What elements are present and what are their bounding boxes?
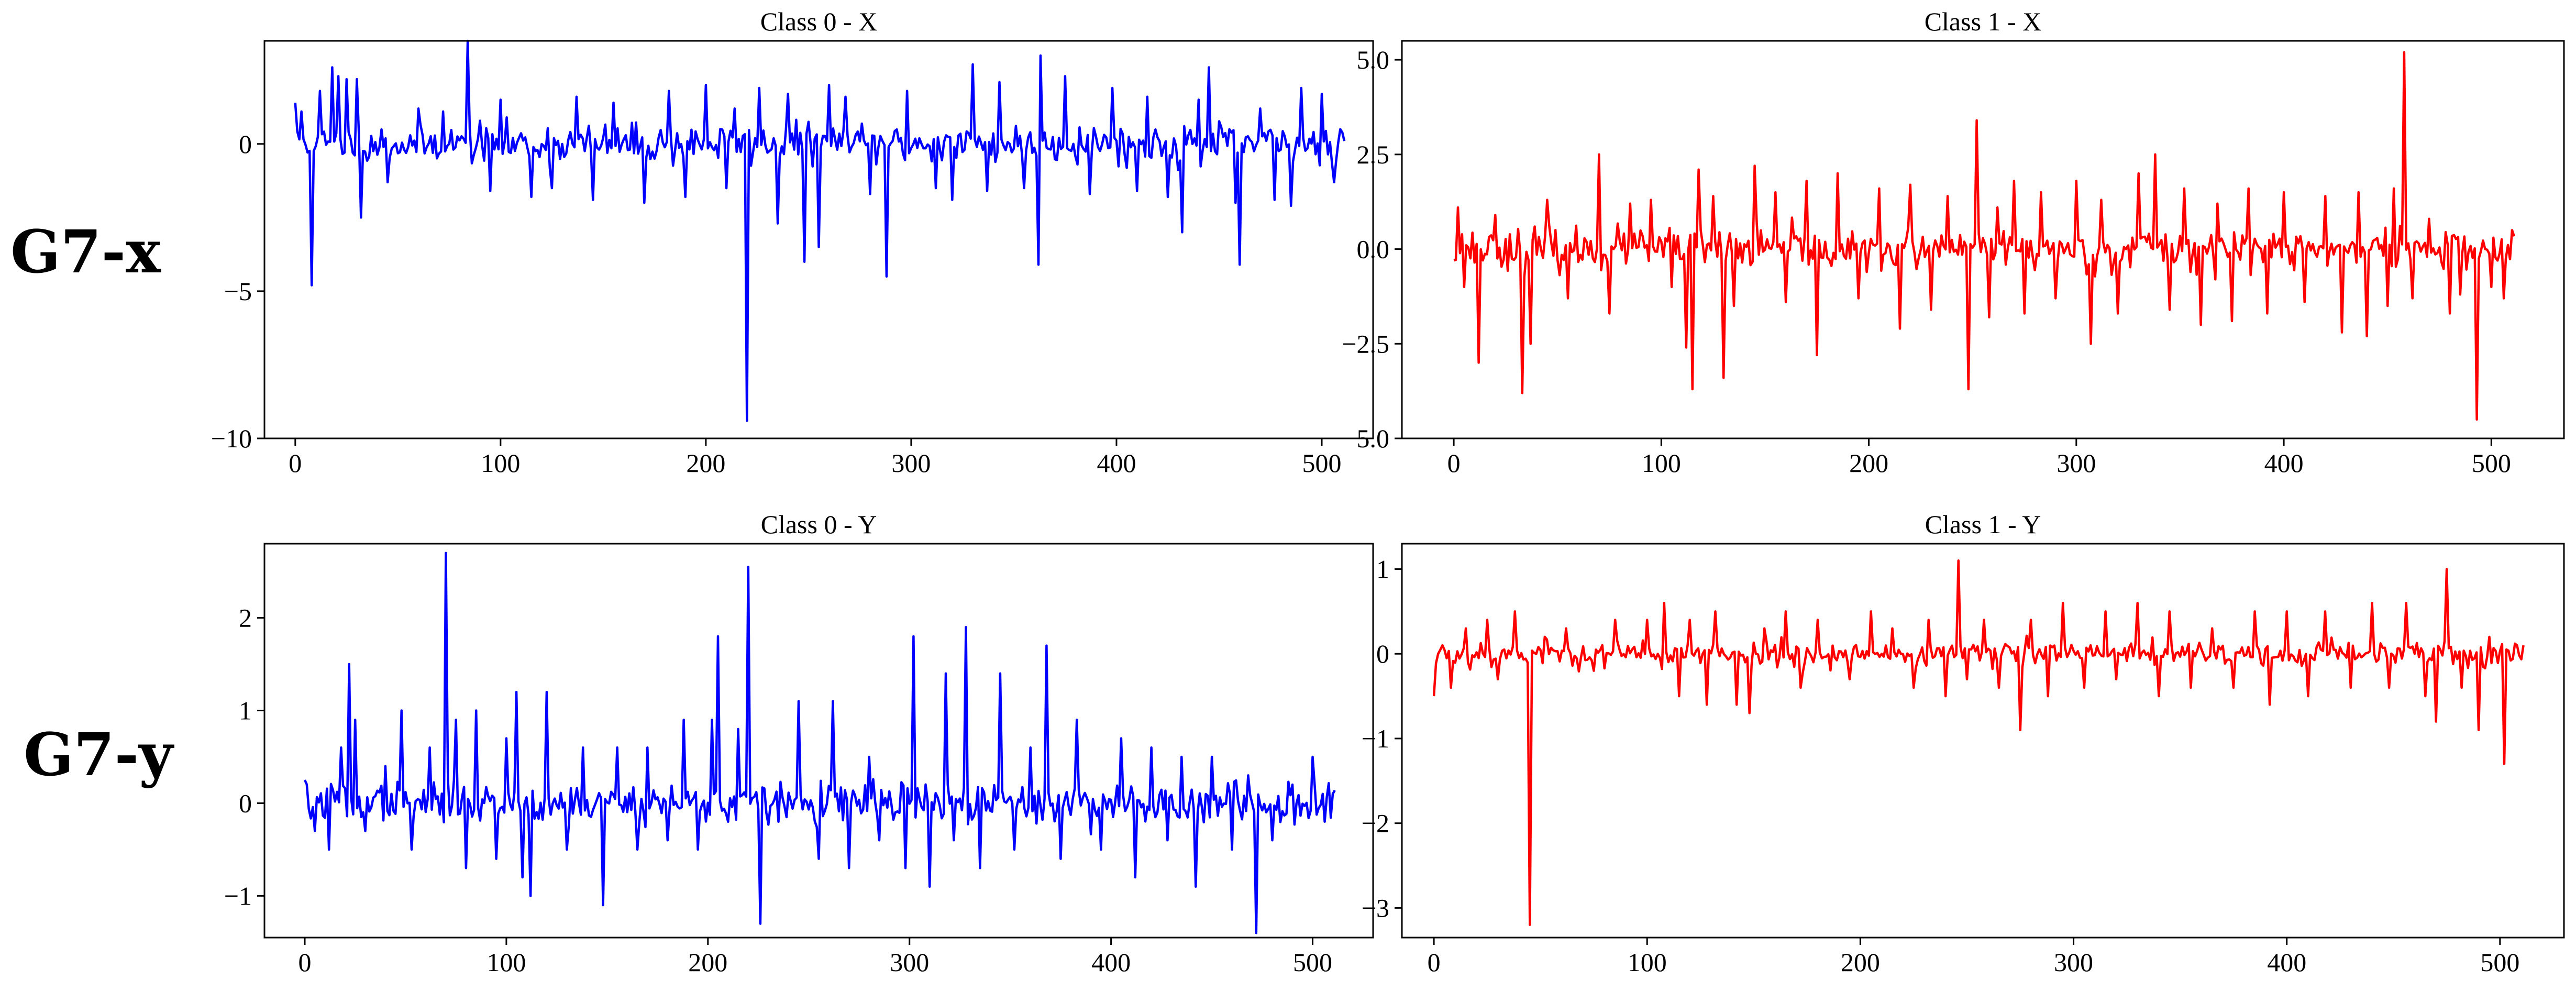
x-tick-label: 500 (1302, 448, 1341, 478)
x-tick-label: 200 (1849, 448, 1888, 478)
y-tick-label: 0.0 (1357, 235, 1390, 264)
y-tick-label: −1 (1362, 724, 1389, 753)
y-tick-label: −3 (1362, 893, 1389, 922)
x-tick-label: 0 (289, 448, 302, 478)
chart-class1-y: Class 1 - Y 0 100 200 300 400 500 1 0 −1 −2 −3 (1362, 510, 2565, 977)
series-line (303, 552, 1336, 934)
x-tick-label: 300 (2054, 948, 2093, 977)
x-tick-label: 300 (891, 448, 931, 478)
y-tick-label: 5.0 (1357, 45, 1390, 74)
axes-frame (1401, 40, 2565, 439)
y-tick-label: 2 (239, 603, 252, 633)
chart-class0-y: Class 0 - Y 0 100 200 300 400 500 2 1 0 −1 (224, 510, 1374, 977)
x-tick-label: 100 (1642, 448, 1681, 478)
axes-frame (263, 543, 1374, 939)
y-tick-label: −5 (224, 277, 252, 306)
x-tick-label: 0 (1428, 948, 1441, 977)
series-line (1453, 51, 2516, 421)
y-tick-label: −5.0 (1342, 424, 1389, 453)
chart-title: Class 1 - X (1925, 7, 2042, 36)
x-tick-label: 100 (481, 448, 520, 478)
x-tick-label: 400 (1097, 448, 1136, 478)
x-tick-label: 300 (2057, 448, 2096, 478)
x-tick-label: 100 (487, 948, 526, 977)
x-tick-label: 0 (1447, 448, 1461, 478)
chart-class0-x: Class 0 - X 0 100 200 300 400 500 0 −5 −10 (211, 7, 1374, 478)
y-tick-label: −2.5 (1342, 329, 1389, 358)
row-label-g7-x: G7-x (10, 218, 161, 287)
series-line (1432, 559, 2525, 926)
y-tick-label: 1 (1376, 555, 1389, 584)
x-tick-label: 400 (2267, 948, 2306, 977)
row-label-g7-y: G7-y (24, 721, 174, 789)
x-tick-label: 500 (1293, 948, 1332, 977)
chart-class1-x: Class 1 - X 0 100 200 300 400 500 5.0 2.5 0.0 −2.5… (1342, 7, 2565, 478)
y-tick-label: 0 (239, 788, 252, 818)
x-tick-label: 500 (2480, 948, 2519, 977)
x-tick-label: 200 (686, 448, 725, 478)
x-tick-label: 300 (890, 948, 929, 977)
x-tick-label: 500 (2472, 448, 2511, 478)
y-tick-label: 2.5 (1357, 140, 1390, 169)
axes-frame (1401, 543, 2565, 939)
y-tick-label: 0 (1376, 639, 1389, 668)
x-tick-label: 100 (1628, 948, 1667, 977)
y-tick-label: −1 (224, 881, 252, 910)
y-tick-label: 1 (239, 696, 252, 725)
x-tick-label: 400 (2264, 448, 2304, 478)
y-tick-label: −2 (1362, 809, 1389, 838)
chart-title: Class 1 - Y (1925, 510, 2041, 539)
axes-frame (263, 40, 1374, 439)
chart-title: Class 0 - X (760, 7, 878, 36)
series-line (294, 39, 1346, 422)
y-tick-label: −10 (211, 424, 252, 453)
x-tick-label: 200 (1841, 948, 1880, 977)
chart-title: Class 0 - Y (761, 510, 877, 539)
x-tick-label: 200 (688, 948, 727, 977)
x-tick-label: 0 (298, 948, 311, 977)
x-tick-label: 400 (1091, 948, 1131, 977)
y-tick-label: 0 (239, 129, 252, 159)
